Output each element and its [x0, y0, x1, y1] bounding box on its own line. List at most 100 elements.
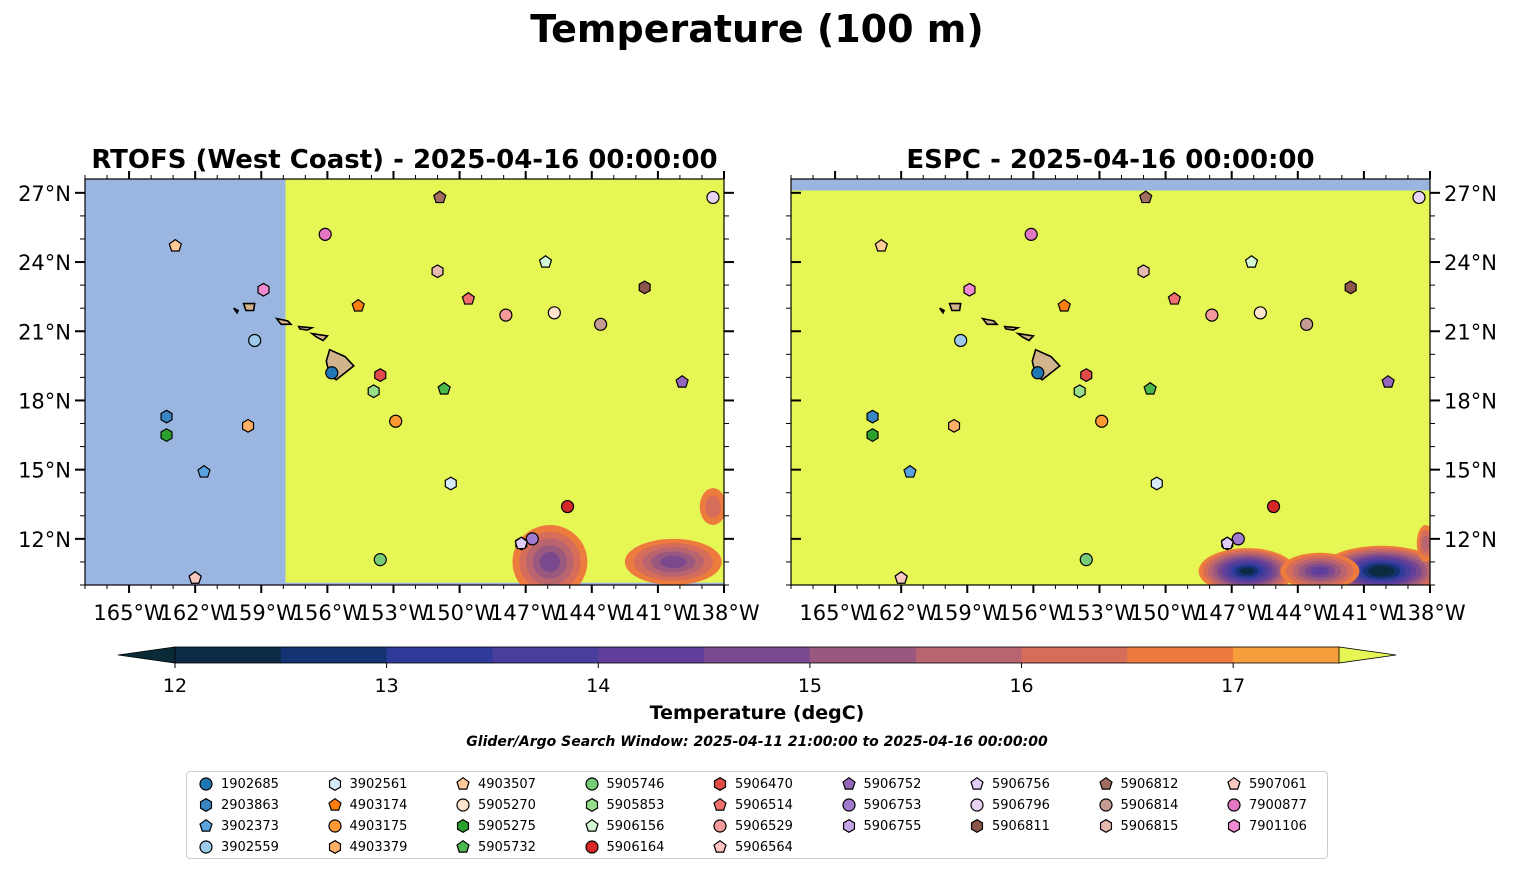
legend-swatch	[1227, 819, 1241, 833]
map-frame	[790, 178, 1431, 586]
legend-swatch	[585, 798, 598, 812]
y-tick-label: 24°N	[1444, 251, 1497, 275]
y-tick-label: 12°N	[18, 528, 71, 552]
float-marker-5905270-espc	[1253, 306, 1267, 320]
x-tick-label: 162°W	[865, 601, 937, 625]
float-marker-5906156-legend	[584, 818, 599, 832]
legend-label: 4903379	[349, 839, 408, 855]
legend-item-5905275: 5905275	[456, 817, 536, 835]
float-marker-5906811-legend	[970, 819, 984, 833]
legend-item-5906470: 5906470	[713, 775, 793, 793]
float-marker-3902561-espc	[1150, 476, 1163, 491]
float-marker-7900877-espc	[1024, 227, 1038, 241]
x-tick-label: 144°W	[556, 601, 628, 625]
y-tick-label: 24°N	[18, 251, 71, 275]
legend-swatch	[842, 819, 855, 833]
legend-label: 7900877	[1249, 797, 1307, 813]
legend-item-1902685: 1902685	[199, 775, 279, 793]
figure-title: Temperature (100 m)	[530, 7, 983, 51]
legend-swatch	[584, 777, 599, 791]
legend-item-3902373: 3902373	[199, 817, 279, 835]
float-marker-5906756-legend	[970, 776, 984, 790]
float-marker-5906814-legend	[1098, 798, 1113, 812]
float-marker-5906529-rtofs	[499, 308, 513, 322]
float-marker-5906156-espc	[1244, 255, 1259, 268]
x-tick-label: 141°W	[622, 601, 694, 625]
float-marker-3902559-legend	[199, 840, 213, 854]
colorbar-bin	[492, 647, 599, 663]
float-marker-5905270-legend	[456, 798, 470, 812]
float-marker-5906753-legend	[841, 798, 856, 812]
legend-item-3902561: 3902561	[328, 775, 408, 793]
float-marker-7900877-legend	[1227, 798, 1241, 812]
float-legend: 1902685 2903863 3902373 3902559 3902561 49031…	[186, 771, 1328, 859]
float-marker-5906812-rtofs	[433, 190, 447, 204]
legend-item-5906514: 5906514	[713, 796, 793, 814]
cool-water-patch-4	[1416, 525, 1430, 562]
legend-label: 5905275	[478, 818, 536, 834]
legend-item-5906815: 5906815	[1099, 817, 1178, 835]
colorbar-extend-high	[1338, 646, 1397, 664]
legend-swatch	[584, 818, 599, 832]
legend-item-5906814: 5906814	[1098, 796, 1178, 814]
legend-label: 5905853	[606, 797, 665, 813]
float-marker-5906752-legend	[841, 776, 856, 790]
legend-item-5906564: 5906564	[713, 838, 793, 856]
float-marker-1902685-legend	[199, 777, 213, 791]
island-maui	[1015, 332, 1036, 342]
float-marker-5906796-legend	[970, 798, 984, 812]
float-marker-5906529-espc	[1205, 308, 1219, 322]
colorbar-extend-low	[117, 646, 176, 664]
legend-label: 5906811	[992, 818, 1050, 834]
legend-label: 5905746	[606, 776, 665, 792]
float-marker-5906756-espc	[1220, 536, 1234, 550]
panel-title-espc: ESPC - 2025-04-16 00:00:00	[906, 145, 1314, 175]
float-marker-5906796-rtofs	[706, 190, 720, 205]
float-marker-4903379-espc	[948, 418, 961, 433]
legend-label: 5906156	[606, 818, 665, 834]
legend-swatch	[199, 840, 213, 854]
legend-label: 5906529	[735, 818, 793, 834]
float-marker-4903507-rtofs	[168, 238, 183, 252]
float-marker-5906529-legend	[713, 819, 727, 833]
x-tick-label: 153°W	[358, 601, 430, 625]
float-marker-5906470-legend	[713, 777, 727, 791]
x-tick-label: 156°W	[292, 601, 364, 625]
legend-item-5905746: 5905746	[584, 775, 665, 793]
legend-item-7900877: 7900877	[1227, 796, 1307, 814]
legend-item-5905732: 5905732	[456, 838, 536, 856]
legend-swatch	[970, 819, 984, 833]
legend-item-5907061: 5907061	[1227, 775, 1307, 793]
legend-label: 5906164	[606, 839, 665, 855]
legend-swatch	[456, 776, 470, 790]
island-maui	[309, 332, 330, 342]
float-marker-5905853-rtofs	[367, 384, 380, 399]
legend-item-3902559: 3902559	[199, 838, 279, 856]
x-tick-label: 144°W	[1262, 601, 1334, 625]
colorbar-bin	[386, 647, 493, 663]
y-tick-label: 12°N	[1444, 528, 1497, 552]
legend-swatch	[841, 776, 856, 790]
legend-swatch	[1099, 819, 1112, 833]
x-tick-label: 141°W	[1328, 601, 1400, 625]
colorbar-tick-label: 14	[586, 675, 610, 697]
colorbar-bin	[1127, 647, 1234, 663]
island-niihau	[939, 307, 946, 315]
x-tick-label: 159°W	[226, 601, 298, 625]
float-marker-2903863-legend	[199, 798, 213, 812]
legend-label: 5906514	[735, 797, 793, 813]
float-marker-5907061-rtofs	[188, 571, 202, 584]
float-marker-5906756-rtofs	[514, 536, 528, 550]
colorbar-bin	[598, 647, 705, 663]
legend-item-5906753: 5906753	[841, 796, 921, 814]
float-marker-3902373-espc	[903, 464, 917, 478]
float-marker-5906752-rtofs	[675, 374, 689, 388]
legend-item-5906796: 5906796	[970, 796, 1050, 814]
legend-label: 3902561	[349, 776, 408, 792]
cool-water-patch-3	[699, 488, 724, 526]
y-tick-label: 15°N	[1444, 459, 1497, 483]
float-marker-5906755-legend	[842, 819, 855, 833]
legend-label: 1902685	[221, 776, 279, 792]
float-marker-5905732-espc	[1143, 381, 1157, 395]
legend-label: 5906756	[992, 776, 1050, 792]
